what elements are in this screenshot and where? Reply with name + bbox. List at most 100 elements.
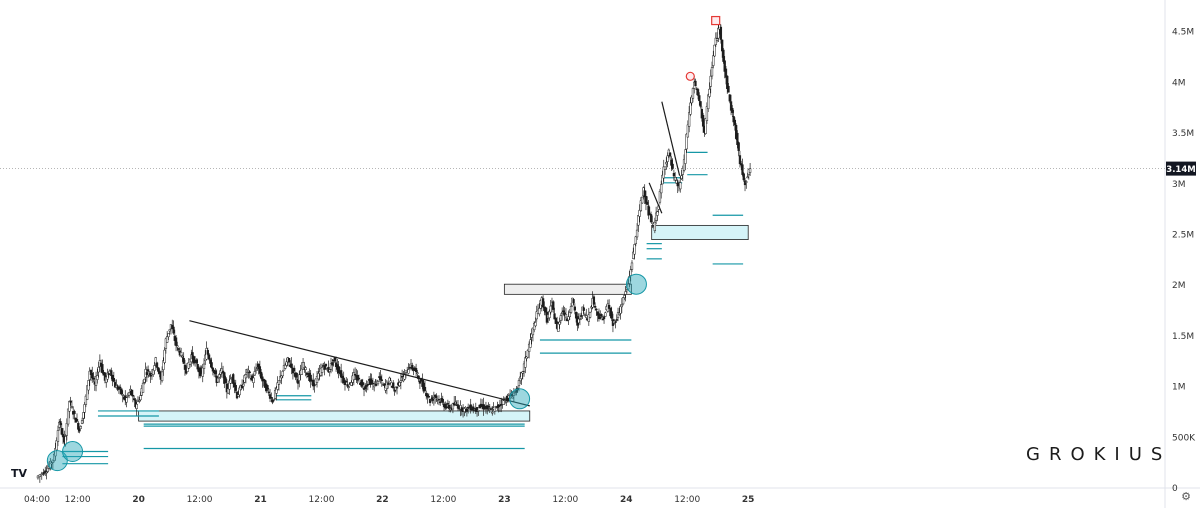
candle-body: [538, 307, 541, 315]
candle-body: [449, 408, 452, 410]
candle-body: [588, 312, 592, 318]
candle-body: [42, 472, 45, 475]
candle-body: [662, 166, 665, 179]
candle-body: [581, 306, 584, 316]
candle-body: [653, 221, 657, 231]
trendline: [661, 101, 681, 176]
candle-body: [517, 380, 521, 387]
candle-body: [275, 387, 278, 394]
candle-body: [594, 305, 597, 308]
candle-body: [648, 213, 651, 215]
candle-body: [40, 473, 43, 476]
candle-body: [723, 60, 726, 72]
zone-box: [138, 410, 531, 422]
candle-body: [237, 394, 240, 397]
candle-body: [684, 149, 687, 164]
candle-body: [472, 406, 475, 411]
candle-body: [46, 468, 49, 472]
candle-body: [489, 408, 493, 410]
candle-body: [139, 395, 142, 401]
candle-body: [456, 404, 460, 409]
candle-body: [121, 394, 124, 396]
candle-body: [346, 384, 349, 387]
candle-body: [615, 319, 618, 321]
candle-body: [110, 370, 113, 376]
candle-body: [68, 400, 71, 412]
candle-body: [158, 371, 161, 374]
candle-body: [721, 39, 724, 52]
candle-body: [582, 307, 585, 311]
candle-body: [691, 88, 695, 99]
candle-body: [477, 410, 480, 412]
candle-body: [131, 394, 135, 397]
candle-body: [619, 306, 622, 314]
tradingview-logo-icon[interactable]: TV: [6, 462, 32, 484]
candle-body: [679, 182, 682, 190]
candle-body: [79, 426, 82, 429]
candle-body: [531, 327, 535, 336]
candle-body: [633, 244, 636, 255]
candle-body: [357, 377, 361, 380]
candle-body: [342, 377, 345, 384]
candle-body: [352, 372, 356, 381]
candle-body: [234, 385, 237, 391]
candle-body: [295, 372, 298, 378]
candle-body: [734, 125, 738, 139]
candle-body: [658, 191, 662, 203]
candle-body: [77, 422, 80, 430]
candle-body: [317, 372, 320, 380]
candle-body: [343, 380, 347, 386]
candle-body: [304, 367, 307, 371]
candle-body: [309, 374, 312, 382]
x-tick-label: 24: [620, 495, 633, 505]
candle-body: [127, 392, 131, 396]
candle-body: [731, 107, 734, 113]
candle-body: [153, 365, 156, 371]
candle-body: [698, 95, 701, 102]
candle-body: [712, 55, 715, 66]
candle-body: [218, 374, 221, 378]
candle-body: [353, 373, 357, 376]
candle-body: [722, 49, 725, 62]
candle-body: [629, 269, 632, 276]
candle-body: [649, 214, 653, 223]
candle-body: [651, 221, 654, 224]
candle-body: [395, 386, 399, 389]
candle-body: [385, 381, 389, 390]
candle-body: [447, 404, 451, 409]
candle-body: [166, 336, 169, 343]
x-tick-label: 04:00: [24, 495, 50, 505]
candle-body: [55, 440, 58, 451]
candle-body: [73, 410, 76, 415]
candle-body: [300, 368, 303, 375]
candle-body: [710, 67, 714, 77]
candle-body: [366, 383, 369, 386]
candle-body: [59, 421, 62, 426]
candle-body: [686, 124, 690, 138]
candle-body: [661, 174, 664, 185]
candle-body: [177, 348, 180, 350]
candle-body: [224, 377, 227, 383]
candle-body: [534, 322, 537, 327]
candle-body: [305, 372, 309, 375]
x-tick-label: 20: [132, 495, 145, 505]
candle-body: [597, 313, 601, 319]
red-marker: [711, 15, 721, 26]
candle-body: [724, 68, 728, 78]
candle-body: [356, 375, 359, 381]
candle-body: [726, 75, 729, 89]
candle-body: [272, 398, 276, 401]
candle-body: [220, 368, 223, 373]
candle-body: [464, 407, 467, 410]
settings-icon[interactable]: ⚙: [1181, 490, 1191, 503]
candle-body: [707, 94, 710, 110]
candle-body: [75, 419, 79, 422]
candle-body: [167, 333, 170, 338]
candle-body: [493, 406, 496, 412]
candle-body: [60, 428, 63, 435]
candle-body: [535, 311, 538, 320]
candle-body: [97, 366, 100, 373]
candle-body: [341, 375, 344, 379]
